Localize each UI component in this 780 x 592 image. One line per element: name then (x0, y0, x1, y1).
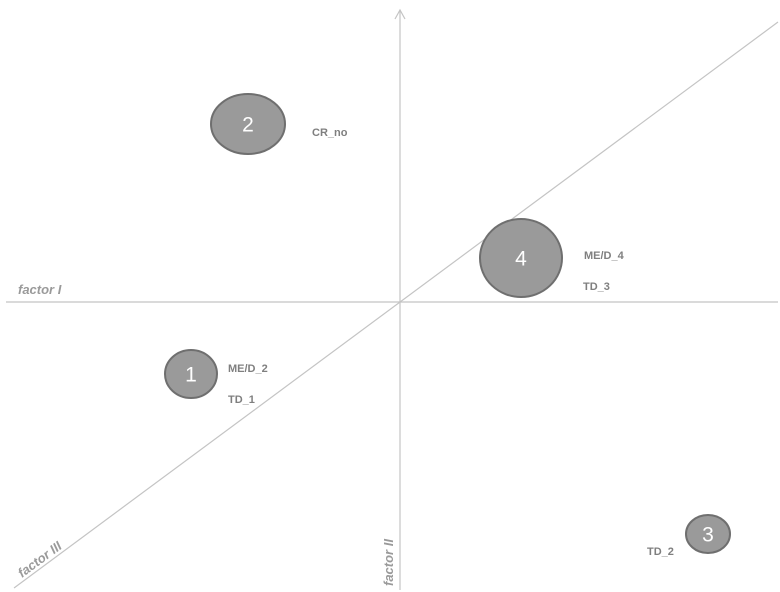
cluster-4-bubble (479, 218, 563, 298)
cluster-4-variable: ME/D_4 (584, 250, 625, 262)
cluster-1-variable: ME/D_2 (228, 363, 268, 375)
cluster-4-variable: TD_3 (583, 281, 610, 293)
factor-1-axis-label: factor I (18, 282, 62, 297)
cluster-3-variable: TD_2 (647, 546, 674, 558)
cluster-4: 4 ME/D_4 TD_3 (479, 218, 625, 298)
cluster-3-number: 3 (702, 524, 714, 547)
cluster-3-bubble (685, 514, 731, 554)
factor-3-axis-label: factor III (15, 538, 65, 580)
cluster-2-variable: CR_no (312, 127, 348, 139)
cluster-2: 2 CR_no (210, 93, 348, 155)
cluster-1: 1 ME/D_2 TD_1 (164, 349, 268, 406)
factor-3-axis (13, 21, 779, 589)
cluster-1-number: 1 (185, 364, 197, 387)
cluster-4-number: 4 (515, 248, 527, 271)
cluster-1-variable: TD_1 (228, 394, 255, 406)
cluster-2-bubble (210, 93, 286, 155)
cluster-3: 3 TD_2 (647, 514, 731, 558)
cluster-1-bubble (164, 349, 218, 399)
factor-2-arrow-icon (394, 8, 406, 20)
cluster-2-number: 2 (242, 114, 254, 137)
factor-2-axis-label: factor II (381, 539, 396, 586)
